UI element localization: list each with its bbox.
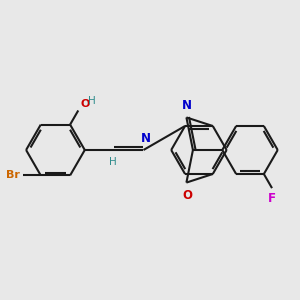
Text: Br: Br — [6, 170, 20, 180]
Text: H: H — [109, 157, 116, 167]
Text: N: N — [141, 132, 151, 145]
Text: O: O — [182, 189, 192, 202]
Text: O: O — [80, 98, 90, 109]
Text: F: F — [268, 192, 276, 205]
Text: H: H — [88, 96, 96, 106]
Text: N: N — [182, 99, 191, 112]
